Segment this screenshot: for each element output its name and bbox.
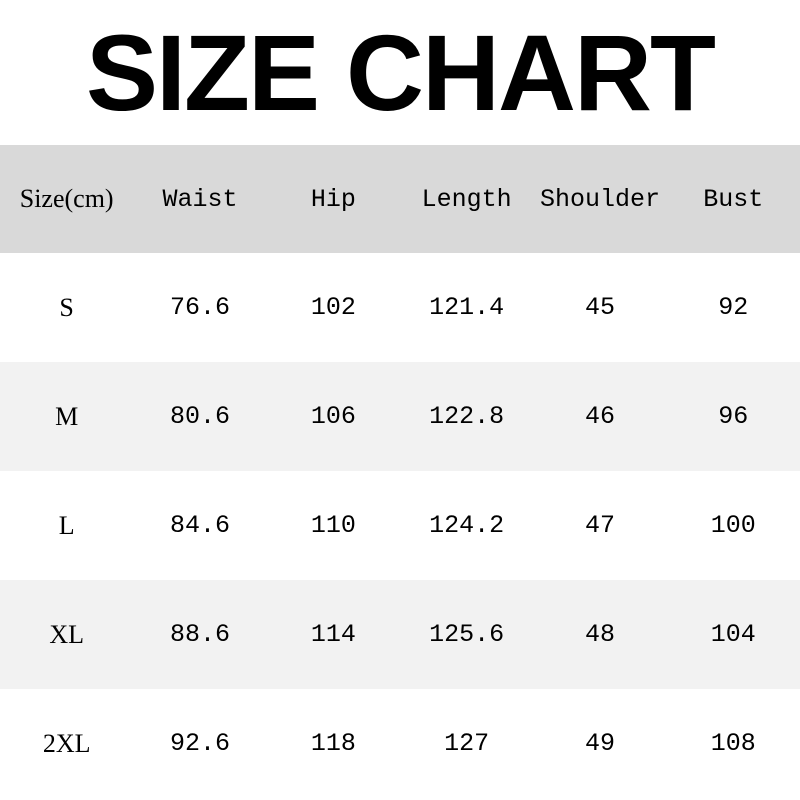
size-table: Size(cm) Waist Hip Length Shoulder Bust … [0,145,800,798]
cell-length: 122.8 [429,402,505,431]
table-row: S 76.6 102 121.4 45 92 [0,253,800,362]
cell-size: XL [49,619,84,649]
cell-bust: 92 [718,293,749,322]
header-bust: Bust [703,184,764,214]
table-row: M 80.6 106 122.8 46 96 [0,362,800,471]
cell-bust: 96 [718,402,749,431]
header-waist: Waist [162,184,238,214]
cell-size: S [59,292,74,322]
cell-shoulder: 49 [584,729,615,758]
cell-size: M [55,401,79,431]
cell-hip: 118 [310,729,356,758]
table-row: XL 88.6 114 125.6 48 104 [0,580,800,689]
cell-shoulder: 47 [584,511,615,540]
table-row: L 84.6 110 124.2 47 100 [0,471,800,580]
cell-waist: 92.6 [169,729,230,758]
cell-hip: 102 [310,293,356,322]
cell-waist: 76.6 [169,293,230,322]
cell-shoulder: 48 [584,620,615,649]
cell-waist: 80.6 [169,402,230,431]
header-length: Length [421,184,512,214]
cell-shoulder: 45 [584,293,615,322]
header-size: Size(cm) [19,184,114,213]
cell-bust: 108 [710,729,756,758]
cell-length: 121.4 [429,293,505,322]
cell-waist: 84.6 [169,511,230,540]
cell-length: 124.2 [429,511,505,540]
cell-hip: 110 [310,511,356,540]
cell-length: 127 [444,729,490,758]
cell-shoulder: 46 [584,402,615,431]
cell-bust: 104 [710,620,756,649]
cell-size: 2XL [42,728,91,758]
cell-size: L [58,510,75,540]
page-title: SIZE CHART [86,12,716,133]
cell-hip: 106 [310,402,356,431]
cell-waist: 88.6 [169,620,230,649]
cell-length: 125.6 [429,620,505,649]
table-row: 2XL 92.6 118 127 49 108 [0,689,800,798]
table-header-row: Size(cm) Waist Hip Length Shoulder Bust [0,145,800,253]
header-shoulder: Shoulder [539,184,660,214]
header-hip: Hip [310,184,356,214]
cell-hip: 114 [310,620,356,649]
cell-bust: 100 [710,511,756,540]
